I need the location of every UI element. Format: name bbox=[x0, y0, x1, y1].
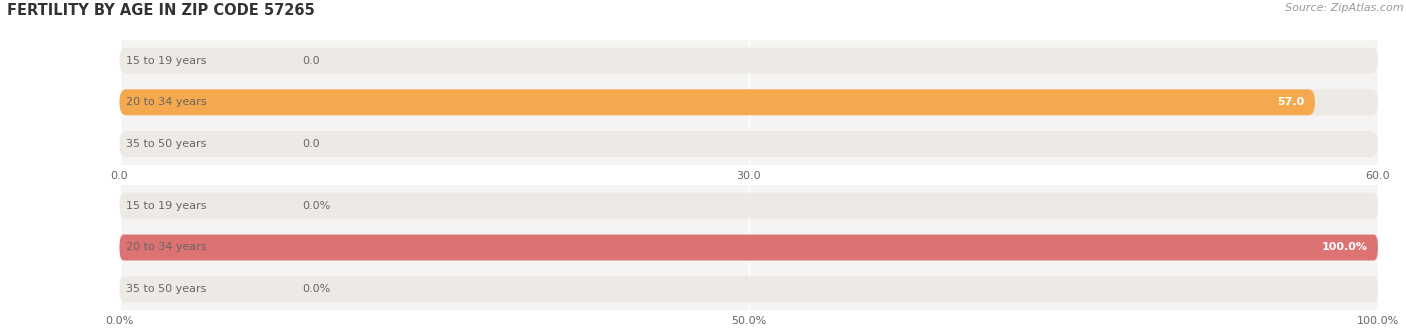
Text: 0.0%: 0.0% bbox=[302, 201, 330, 211]
FancyBboxPatch shape bbox=[120, 48, 1378, 74]
Text: FERTILITY BY AGE IN ZIP CODE 57265: FERTILITY BY AGE IN ZIP CODE 57265 bbox=[7, 3, 315, 18]
FancyBboxPatch shape bbox=[120, 235, 1378, 260]
Text: 35 to 50 years: 35 to 50 years bbox=[125, 139, 207, 149]
Text: 0.0%: 0.0% bbox=[302, 284, 330, 294]
Text: 20 to 34 years: 20 to 34 years bbox=[125, 243, 207, 252]
Text: 20 to 34 years: 20 to 34 years bbox=[125, 97, 207, 107]
Text: 35 to 50 years: 35 to 50 years bbox=[125, 284, 207, 294]
Text: 15 to 19 years: 15 to 19 years bbox=[125, 55, 207, 65]
FancyBboxPatch shape bbox=[120, 89, 1315, 115]
FancyBboxPatch shape bbox=[120, 193, 1378, 219]
FancyBboxPatch shape bbox=[120, 276, 1378, 302]
Text: 0.0: 0.0 bbox=[302, 139, 319, 149]
FancyBboxPatch shape bbox=[120, 89, 1378, 115]
Text: 57.0: 57.0 bbox=[1278, 97, 1305, 107]
Text: 100.0%: 100.0% bbox=[1322, 243, 1368, 252]
FancyBboxPatch shape bbox=[120, 131, 1378, 157]
FancyBboxPatch shape bbox=[120, 235, 1378, 260]
Text: 0.0: 0.0 bbox=[302, 55, 319, 65]
Text: Source: ZipAtlas.com: Source: ZipAtlas.com bbox=[1285, 3, 1403, 13]
Text: 15 to 19 years: 15 to 19 years bbox=[125, 201, 207, 211]
